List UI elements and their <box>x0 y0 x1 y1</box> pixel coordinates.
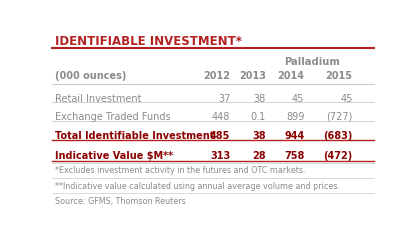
Text: 448: 448 <box>212 112 230 122</box>
Text: 2012: 2012 <box>203 71 230 81</box>
Text: 2014: 2014 <box>277 71 304 81</box>
Text: (000 ounces): (000 ounces) <box>55 71 127 81</box>
Text: 899: 899 <box>286 112 304 122</box>
Text: 758: 758 <box>284 151 304 161</box>
Text: Exchange Traded Funds: Exchange Traded Funds <box>55 112 171 122</box>
Text: 45: 45 <box>340 94 353 104</box>
Text: 313: 313 <box>210 151 230 161</box>
Text: Indicative Value $M**: Indicative Value $M** <box>55 151 173 161</box>
Text: **Indicative value calculated using annual average volume and prices.: **Indicative value calculated using annu… <box>55 182 340 191</box>
Text: *Excludes investment activity in the futures and OTC markets.: *Excludes investment activity in the fut… <box>55 166 305 175</box>
Text: (727): (727) <box>326 112 353 122</box>
Text: 0.1: 0.1 <box>251 112 266 122</box>
Text: 37: 37 <box>218 94 230 104</box>
Text: 2015: 2015 <box>326 71 353 81</box>
Text: (472): (472) <box>323 151 353 161</box>
Text: (683): (683) <box>323 131 353 141</box>
Text: 944: 944 <box>284 131 304 141</box>
Text: 2013: 2013 <box>239 71 266 81</box>
Text: 38: 38 <box>254 94 266 104</box>
Text: Palladium: Palladium <box>284 57 340 67</box>
Text: 45: 45 <box>292 94 304 104</box>
Text: Source: GFMS, Thomson Reuters: Source: GFMS, Thomson Reuters <box>55 197 186 206</box>
Text: 28: 28 <box>252 151 266 161</box>
Text: Total Identifiable Investment: Total Identifiable Investment <box>55 131 215 141</box>
Text: Retail Investment: Retail Investment <box>55 94 142 104</box>
Text: IDENTIFIABLE INVESTMENT*: IDENTIFIABLE INVESTMENT* <box>55 35 242 48</box>
Text: 38: 38 <box>252 131 266 141</box>
Text: 485: 485 <box>210 131 230 141</box>
